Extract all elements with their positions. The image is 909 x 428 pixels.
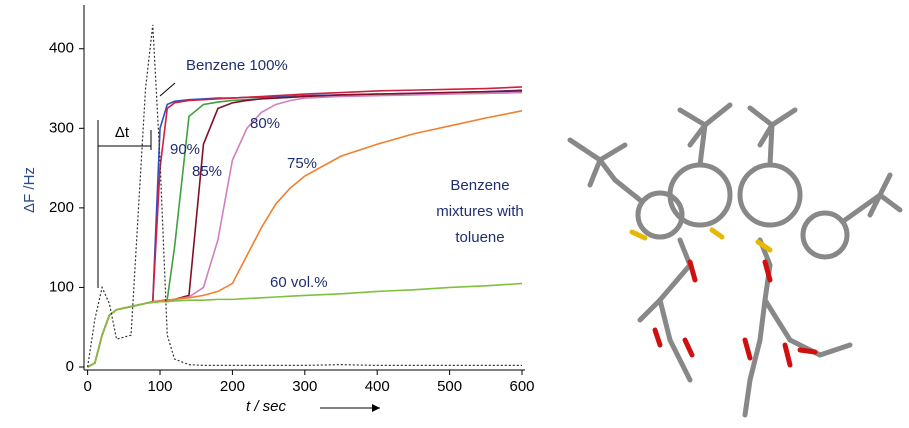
- x-axis-label: t / sec: [246, 398, 287, 415]
- annotation: Δt: [115, 124, 130, 141]
- series-line: [88, 25, 522, 367]
- y-tick-label: 0: [66, 358, 74, 375]
- annotation: Benzene: [450, 177, 509, 194]
- y-axis-label: ΔF /Hz: [21, 167, 38, 213]
- y-tick-label: 300: [49, 119, 74, 136]
- series-line: [88, 87, 522, 367]
- molecule: [570, 105, 900, 415]
- series-label: Benzene 100%: [186, 57, 288, 74]
- annotation: toluene: [455, 229, 504, 246]
- y-tick-label: 400: [49, 40, 74, 57]
- x-tick-label: 600: [509, 378, 534, 395]
- y-tick-label: 200: [49, 199, 74, 216]
- series-label: 60 vol.%: [270, 274, 328, 291]
- figure: ΔF /Hz t / sec 0 100 200 300 400 0 100 200 300 40…: [0, 0, 909, 423]
- annotation: mixtures with: [436, 203, 524, 220]
- series-label: 90%: [170, 141, 200, 158]
- series-label: 80%: [250, 115, 280, 132]
- pointer: [160, 83, 175, 96]
- y-tick-label: 100: [49, 278, 74, 295]
- series-label: 85%: [192, 163, 222, 180]
- x-tick-label: 200: [220, 378, 245, 395]
- series-label: 75%: [287, 155, 317, 172]
- x-tick-label: 300: [292, 378, 317, 395]
- x-tick-label: 100: [148, 378, 173, 395]
- x-arrow-head: [372, 404, 380, 412]
- x-tick-label: 400: [365, 378, 390, 395]
- x-tick-label: 0: [83, 378, 91, 395]
- x-tick-label: 500: [437, 378, 462, 395]
